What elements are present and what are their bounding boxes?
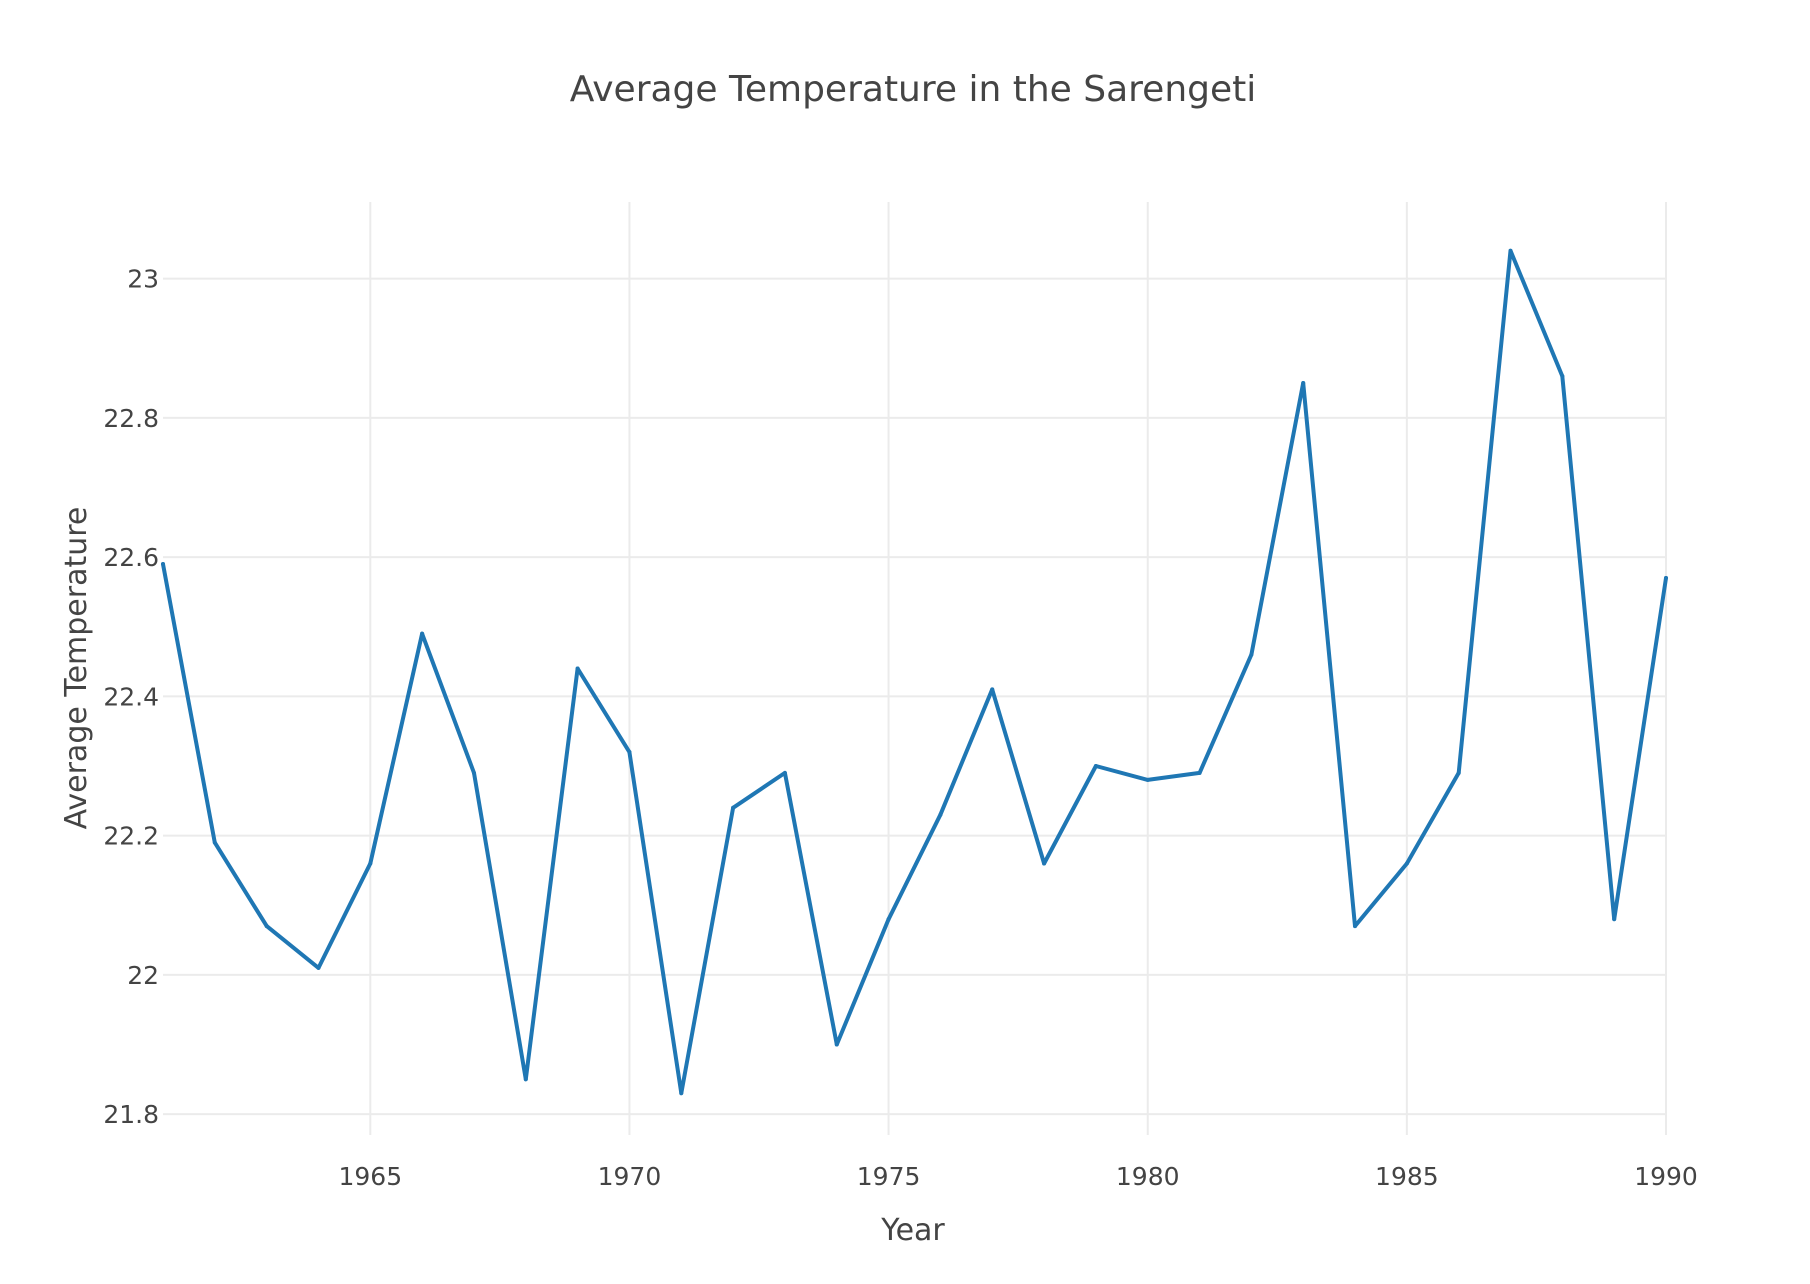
y-axis-title: Average Temperature xyxy=(59,507,94,830)
x-tick-label-1980: 1980 xyxy=(1116,1162,1180,1191)
gridlines xyxy=(163,202,1667,1135)
data-point-1983 xyxy=(1301,381,1306,386)
y-tick-label-22: 22 xyxy=(127,961,159,990)
data-point-1984 xyxy=(1353,924,1358,929)
x-tick-label-1985: 1985 xyxy=(1375,1162,1439,1191)
chart-title: Average Temperature in the Sarengeti xyxy=(570,69,1257,110)
series-line-0 xyxy=(161,248,1668,1096)
y-tick-label-22.8: 22.8 xyxy=(103,404,159,433)
data-point-1967 xyxy=(471,770,476,775)
data-point-1979 xyxy=(1093,763,1098,768)
data-point-1972 xyxy=(731,805,736,810)
data-point-1989 xyxy=(1612,917,1617,922)
data-point-1968 xyxy=(523,1077,528,1082)
data-point-1977 xyxy=(990,687,995,692)
y-tick-label-22.6: 22.6 xyxy=(103,543,159,572)
data-point-1987 xyxy=(1508,248,1513,253)
data-point-1961 xyxy=(161,562,165,567)
y-tick-label-22.4: 22.4 xyxy=(103,682,159,711)
x-tick-label-1975: 1975 xyxy=(857,1162,921,1191)
y-tick-label-21.8: 21.8 xyxy=(103,1100,159,1129)
data-point-1982 xyxy=(1249,652,1254,657)
data-point-1971 xyxy=(679,1091,684,1096)
data-point-1962 xyxy=(212,840,217,845)
data-point-1985 xyxy=(1404,861,1409,866)
y-tick-label-23: 23 xyxy=(127,265,159,294)
series-layer xyxy=(161,248,1668,1096)
data-point-1963 xyxy=(264,924,269,929)
x-tick-label-1965: 1965 xyxy=(338,1162,402,1191)
x-tick-label-1970: 1970 xyxy=(598,1162,662,1191)
data-point-1974 xyxy=(834,1042,839,1047)
data-point-1966 xyxy=(420,631,425,636)
data-point-1988 xyxy=(1560,374,1565,379)
data-point-1976 xyxy=(938,812,943,817)
data-point-1980 xyxy=(1145,777,1150,782)
data-point-1978 xyxy=(1042,861,1047,866)
data-point-1986 xyxy=(1456,770,1461,775)
data-point-1970 xyxy=(627,750,632,755)
x-axis-title: Year xyxy=(880,1213,945,1248)
data-point-1964 xyxy=(316,965,321,970)
data-point-1973 xyxy=(782,770,787,775)
data-point-1969 xyxy=(575,666,580,671)
data-point-1975 xyxy=(886,917,891,922)
x-tick-label-1990: 1990 xyxy=(1634,1162,1698,1191)
y-tick-label-22.2: 22.2 xyxy=(103,822,159,851)
tick-labels: 1965 1970 1975 1980 1985 1990 21.8 22 22.2 22.4 22… xyxy=(103,265,1697,1191)
data-point-1981 xyxy=(1197,770,1202,775)
data-point-1965 xyxy=(368,861,373,866)
data-point-1990 xyxy=(1664,575,1668,580)
